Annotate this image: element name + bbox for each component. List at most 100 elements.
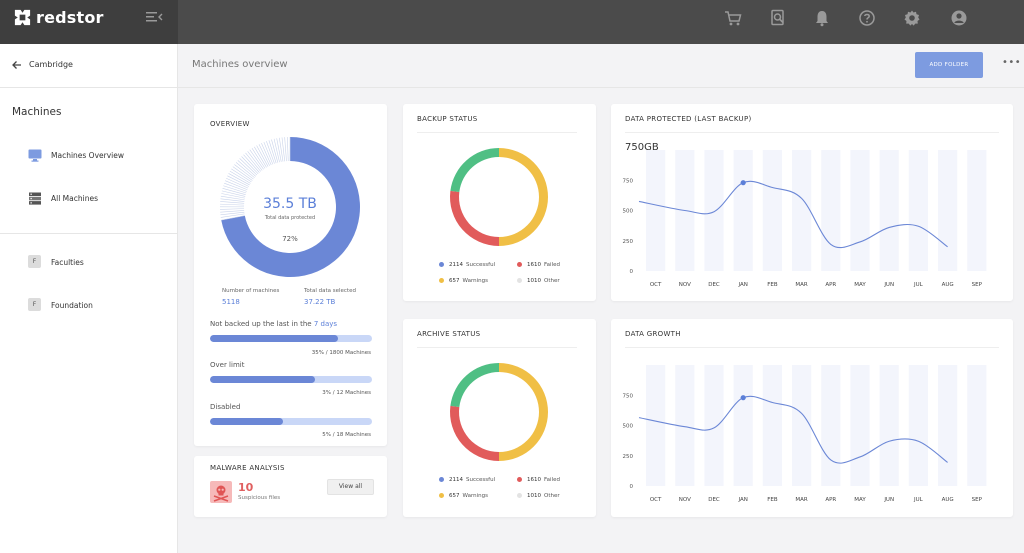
x-tick-label: JAN: [737, 497, 747, 503]
page-header: Machines overview ADD FOLDER •••: [178, 44, 1024, 88]
overview-remaining-hatch: [228, 173, 250, 186]
sidebar-item-label: Machines Overview: [51, 151, 124, 160]
overview-remaining-hatch: [254, 146, 267, 168]
cart-icon[interactable]: [724, 9, 742, 27]
back-label: Cambridge: [29, 60, 73, 69]
overview-remaining-hatch: [220, 211, 245, 216]
data-selected-label: Total data selected: [304, 288, 356, 294]
notification-bell-icon[interactable]: [813, 9, 831, 27]
overview-remaining-hatch: [245, 152, 262, 172]
sidebar-group-foundation[interactable]: F Foundation: [28, 297, 168, 317]
overview-remaining-hatch: [220, 201, 245, 204]
overview-remaining-hatch: [234, 164, 254, 180]
x-tick-label: JUN: [883, 282, 894, 288]
chart-column-bg: [938, 365, 958, 486]
overview-remaining-hatch: [221, 190, 246, 197]
overview-donut: 35.5 TB Total data protected 72%: [219, 137, 360, 277]
legend-failed: 1610 Failed: [517, 262, 560, 268]
not-backed-up-label: Not backed up the last in the 7 days: [210, 320, 338, 328]
chart-column-bg: [792, 150, 812, 271]
y-tick-label: 500: [623, 209, 634, 215]
data-selected-value: 37.22 TB: [304, 298, 336, 306]
search-document-icon[interactable]: [769, 9, 787, 27]
overview-remaining-hatch: [221, 193, 245, 199]
y-tick-label: 250: [623, 454, 634, 460]
overview-remaining-hatch: [231, 168, 252, 183]
chart-column-bg: [762, 365, 782, 486]
y-tick-label: 750: [623, 178, 634, 184]
back-arrow-icon: [12, 61, 21, 69]
x-tick-label: JUN: [883, 497, 894, 503]
x-tick-label: OCT: [650, 282, 662, 288]
sidebar-item-all-machines[interactable]: All Machines: [28, 190, 168, 210]
overview-remaining-hatch: [241, 156, 259, 175]
settings-gear-icon[interactable]: [903, 9, 921, 27]
collapse-menu-icon[interactable]: [146, 10, 164, 24]
y-tick-label: 250: [623, 239, 634, 245]
suspicious-files-label: Suspicious files: [238, 495, 281, 501]
overview-remaining-hatch: [287, 137, 289, 162]
chart-column-bg: [879, 150, 899, 271]
y-tick-label: 0: [630, 484, 634, 490]
sidebar-group-faculties[interactable]: F Faculties: [28, 254, 168, 274]
x-tick-label: JAN: [737, 282, 747, 288]
back-to-cambridge-button[interactable]: Cambridge: [0, 44, 178, 88]
card-divider: [625, 347, 999, 348]
overview-remaining-hatch: [237, 160, 256, 177]
legend-other: 1010 Other: [517, 493, 560, 499]
view-all-button[interactable]: View all: [327, 479, 374, 495]
highlighted-point: [740, 395, 746, 401]
disabled-label: Disabled: [210, 403, 241, 411]
legend-warnings: 657 Warnings: [439, 493, 488, 499]
overview-remaining-hatch: [273, 138, 280, 163]
data-growth-card: DATA GROWTH OCT NOV DEC JAN FEB MAR APR MAY JUN J…: [611, 319, 1013, 517]
overview-remaining-hatch: [227, 175, 249, 187]
more-options-button[interactable]: •••: [1002, 57, 1022, 68]
overview-remaining-hatch: [266, 141, 275, 164]
legend-successful: 2114 Successful: [439, 477, 495, 483]
virus-icon: [210, 481, 232, 503]
series-line: [638, 395, 948, 464]
donut-successful-segment: [450, 148, 499, 192]
overview-remaining-hatch: [226, 177, 249, 189]
chart-column-bg: [879, 365, 899, 486]
chart-column-bg: [792, 365, 812, 486]
sidebar-group-label: Foundation: [51, 301, 93, 310]
chart-column-bg: [938, 150, 958, 271]
legend-failed: 1610 Failed: [517, 477, 560, 483]
machines-count-label: Number of machines: [222, 288, 280, 294]
overview-remaining-hatch: [220, 210, 245, 213]
archive-status-donut: [450, 363, 548, 461]
backup-status-card: BACKUP STATUS 2114 Successful 1610 Failed …: [403, 104, 596, 301]
x-tick-label: APR: [825, 497, 836, 503]
overview-remaining-hatch: [249, 149, 264, 170]
data-protected-value: 750GB: [625, 142, 659, 153]
malware-analysis-card: MALWARE ANALYSIS 10 Suspicious files Vie…: [194, 456, 387, 517]
user-avatar-icon[interactable]: [950, 9, 968, 27]
overview-remaining-hatch: [281, 137, 286, 162]
card-divider: [417, 132, 577, 133]
chart-column-bg: [704, 150, 724, 271]
x-tick-label: NOV: [679, 497, 691, 503]
folder-badge-icon: F: [28, 255, 41, 268]
x-tick-label: SEP: [972, 497, 983, 503]
sidebar-item-machines-overview[interactable]: Machines Overview: [28, 147, 168, 167]
chart-column-bg: [733, 150, 753, 271]
x-tick-label: AUG: [942, 497, 954, 503]
overview-remaining-hatch: [247, 151, 263, 171]
chart-column-bg: [821, 150, 841, 271]
overview-percent: 72%: [282, 235, 298, 243]
legend-warnings: 657 Warnings: [439, 278, 488, 284]
donut-warnings-segment: [499, 148, 548, 246]
help-icon[interactable]: [858, 9, 876, 27]
x-tick-label: MAY: [854, 497, 866, 503]
chart-column-bg: [733, 365, 753, 486]
card-title: OVERVIEW: [210, 120, 250, 128]
overview-remaining-hatch: [220, 203, 245, 206]
y-tick-label: 0: [630, 269, 634, 275]
add-folder-button[interactable]: ADD FOLDER: [915, 52, 983, 78]
chart-column-bg: [908, 365, 928, 486]
over-limit-progress: [210, 376, 372, 383]
x-tick-label: JUL: [913, 497, 924, 503]
series-line: [638, 180, 948, 249]
